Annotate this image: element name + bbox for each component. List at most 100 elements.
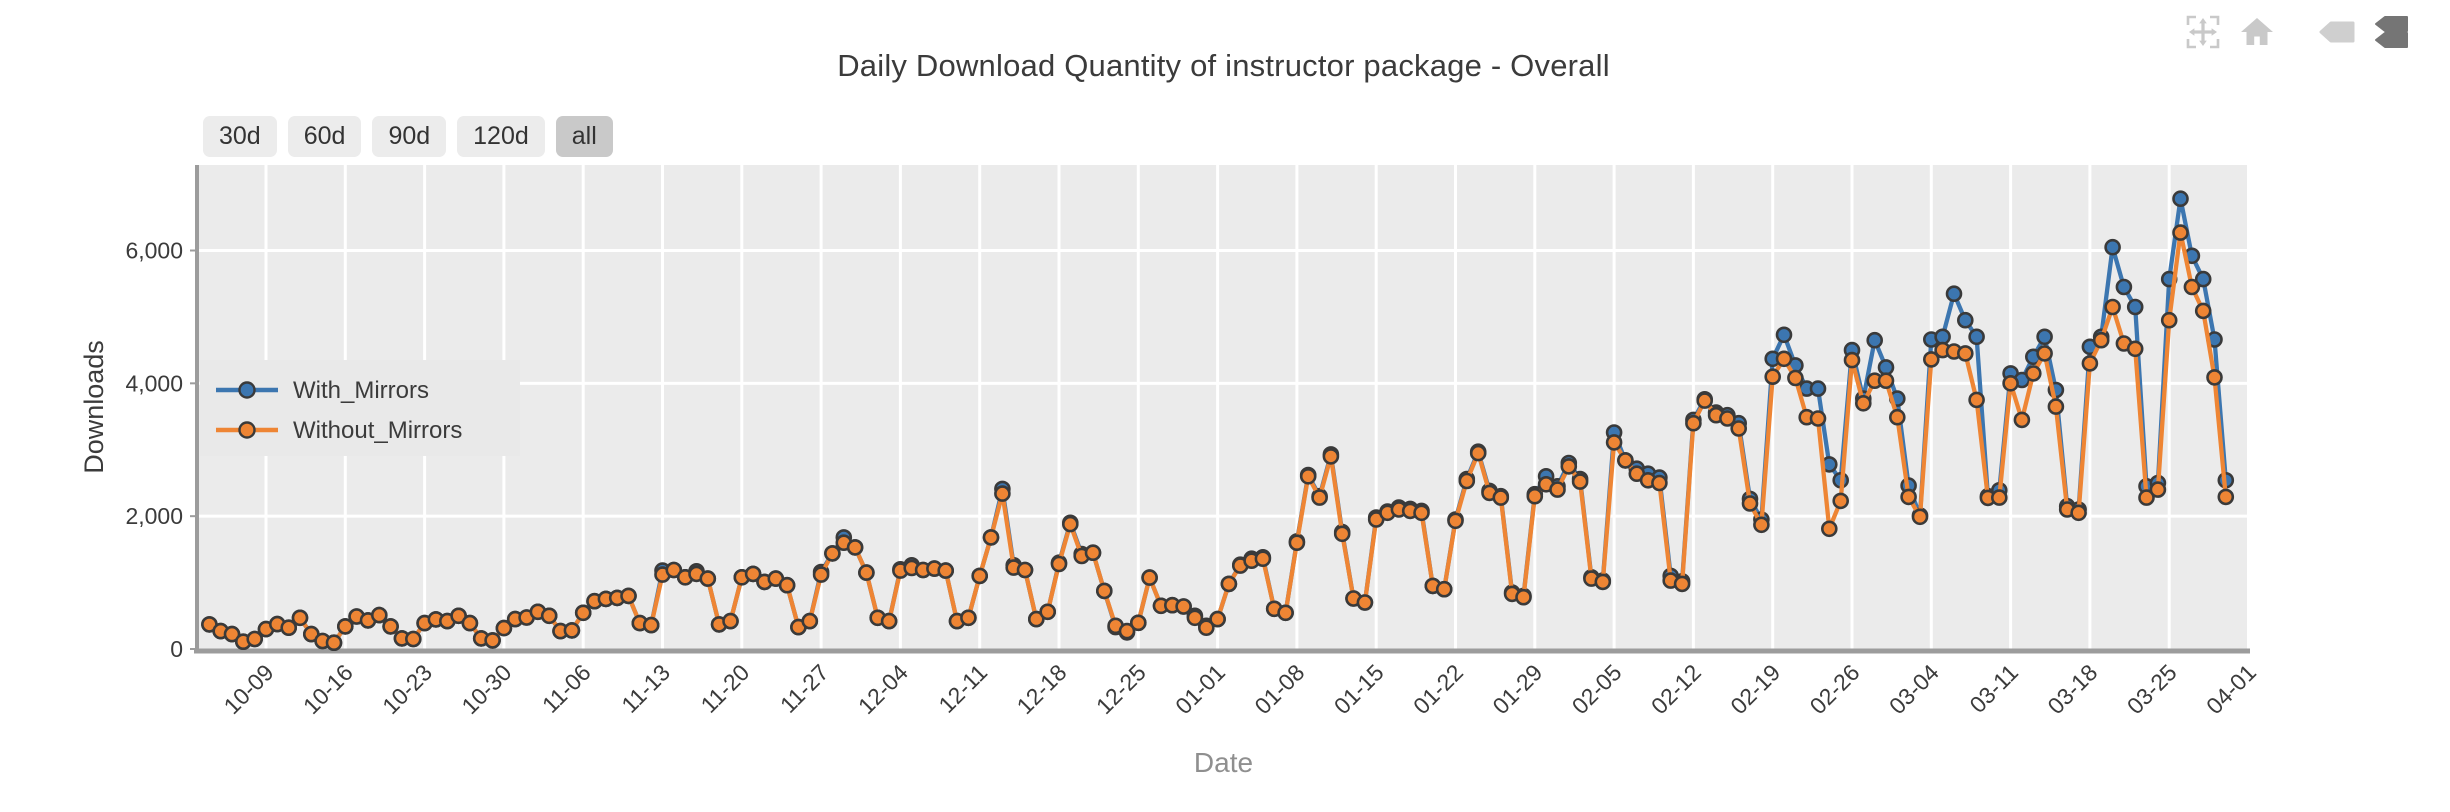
data-point (1877, 372, 1895, 390)
data-point (2047, 398, 2065, 415)
data-point (2115, 278, 2133, 296)
x-tick-label: 10-30 (456, 659, 516, 719)
data-point (563, 622, 581, 639)
x-tick-label: 11-27 (775, 659, 834, 718)
range-button-90d[interactable]: 90d (372, 116, 447, 157)
data-point (1957, 311, 1974, 329)
legend-label: With_Mirrors (293, 377, 429, 404)
hover-inactive-icon[interactable] (2318, 13, 2356, 51)
data-point (982, 529, 1000, 546)
data-point (2092, 331, 2110, 349)
data-point (1945, 285, 1963, 303)
data-point (2172, 190, 2189, 207)
x-tick-label: 01-15 (1329, 659, 1389, 719)
data-point (2036, 345, 2053, 362)
data-point (812, 566, 830, 583)
data-point (1651, 474, 1668, 492)
x-tick-label: 11-13 (616, 659, 675, 718)
x-tick-label: 01-22 (1408, 659, 1468, 719)
data-point (336, 618, 354, 635)
data-point (2081, 355, 2099, 372)
data-point (1605, 434, 1623, 451)
data-point (801, 612, 819, 630)
chart-title: Daily Download Quantity of instructor pa… (837, 48, 1610, 83)
data-point (1028, 610, 1045, 628)
data-point (1809, 410, 1827, 427)
x-tick-label: 02-19 (1725, 659, 1785, 719)
data-point (2160, 311, 2178, 329)
data-point (1787, 369, 1804, 387)
pan-move-icon[interactable] (2184, 13, 2222, 51)
data-point (2194, 270, 2212, 288)
data-point (1685, 414, 1702, 432)
x-tick-label: 11-20 (696, 659, 755, 718)
data-point (1991, 489, 2008, 506)
data-point (2025, 365, 2042, 382)
data-point (2194, 302, 2212, 320)
data-point (540, 607, 558, 625)
data-point (2104, 298, 2121, 316)
data-point (665, 561, 683, 579)
data-point (325, 634, 343, 652)
data-point (1016, 561, 1034, 579)
data-point (1673, 575, 1691, 593)
x-tick-label: 01-01 (1170, 659, 1230, 719)
data-point (291, 609, 309, 627)
range-button-30d[interactable]: 30d (203, 116, 277, 157)
data-point (1039, 603, 1056, 621)
data-point (1458, 472, 1476, 490)
x-tick-label: 12-25 (1091, 659, 1151, 719)
data-point (1843, 351, 1861, 369)
x-tick-label: 12-04 (853, 659, 913, 719)
x-tick-label: 03-25 (2122, 659, 2182, 719)
x-axis-label: Date (1194, 747, 1253, 778)
legend-item-with_mirrors: With_Mirrors (216, 377, 429, 404)
x-tick-label: 10-09 (219, 659, 279, 719)
data-point (484, 632, 501, 649)
legend-label: Without_Mirrors (293, 417, 462, 444)
data-point (1866, 331, 1883, 349)
data-point (1277, 604, 1294, 622)
data-point (1220, 575, 1238, 593)
hover-active-icon[interactable] (2372, 13, 2410, 51)
x-tick-label: 11-06 (537, 659, 596, 718)
range-button-all[interactable]: all (555, 116, 613, 157)
data-point (1968, 391, 1985, 409)
data-point (574, 604, 592, 622)
data-point (1175, 598, 1192, 615)
y-tick-label: 6,000 (125, 238, 183, 264)
data-point (1968, 328, 1985, 346)
data-point (642, 616, 660, 634)
data-point (960, 609, 977, 627)
data-point (1889, 408, 1906, 426)
data-point (1333, 525, 1351, 543)
data-point (1719, 410, 1736, 427)
home-reset-icon[interactable] (2238, 13, 2276, 51)
data-point (1356, 594, 1374, 611)
data-point (1254, 550, 1272, 568)
data-point (1730, 420, 1747, 437)
data-point (1096, 582, 1113, 600)
data-point (1775, 350, 1793, 368)
data-point (1957, 345, 1974, 362)
plot-area[interactable] (197, 165, 2250, 652)
data-point (1832, 492, 1849, 510)
x-tick-label: 03-18 (2042, 659, 2102, 719)
data-point (880, 612, 898, 630)
data-point (495, 619, 513, 637)
data-point (2126, 298, 2144, 316)
data-point (1571, 473, 1589, 490)
x-tick-label: 02-26 (1805, 659, 1865, 719)
data-point (223, 625, 241, 643)
data-point (1515, 588, 1532, 606)
range-button-120d[interactable]: 120d (457, 116, 545, 157)
data-point (1809, 380, 1827, 397)
range-button-60d[interactable]: 60d (287, 116, 362, 157)
data-point (382, 618, 399, 635)
data-point (246, 630, 263, 648)
data-point (699, 570, 717, 587)
y-tick-labels: 0 2,000 4,000 6,000 (125, 238, 197, 662)
data-point (1050, 555, 1068, 573)
data-point (846, 539, 864, 556)
data-point (2183, 278, 2201, 296)
